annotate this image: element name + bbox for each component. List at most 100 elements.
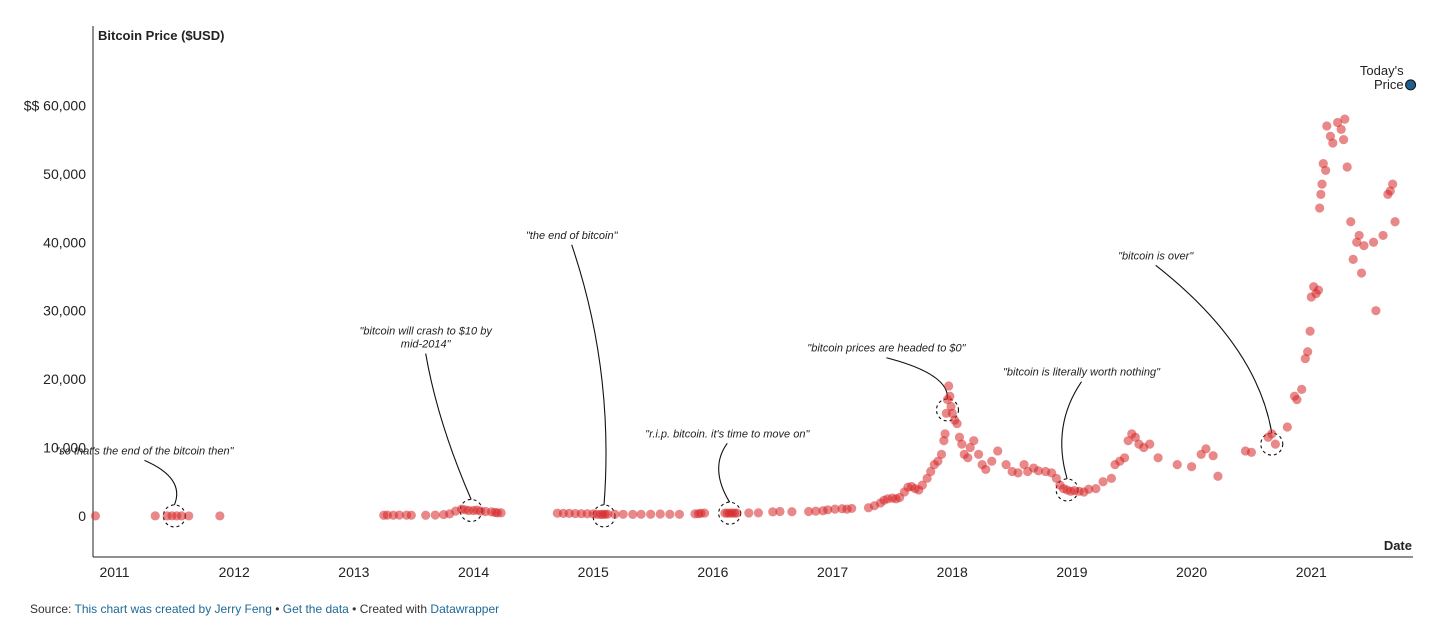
annotation: "bitcoin prices are headed to $0" [807, 343, 967, 422]
price-point [1328, 138, 1338, 148]
price-point [1001, 460, 1011, 470]
price-point [1282, 422, 1292, 432]
price-point [952, 418, 962, 429]
source-prefix: Source: [30, 602, 75, 616]
price-point [1354, 230, 1364, 241]
price-point [1013, 468, 1023, 478]
price-point [922, 473, 932, 483]
price-point [1340, 114, 1350, 124]
price-point [1305, 326, 1315, 336]
price-point [957, 439, 967, 449]
price-point [602, 509, 613, 519]
price-point [1130, 432, 1140, 442]
price-point [1390, 217, 1400, 227]
price-point [1292, 395, 1302, 405]
price-point [1119, 453, 1130, 463]
price-point [1033, 466, 1044, 476]
price-point [1051, 473, 1061, 483]
annotation-highlight-ring [935, 398, 960, 422]
price-point [655, 509, 665, 519]
x-tick-label: 2016 [697, 564, 728, 580]
y-tick-label: $$ 60,000 [24, 97, 86, 113]
price-point [945, 391, 955, 401]
bitcoin-price-chart: Bitcoin Price ($USD) Date 0 10,000 20,000 30,… [24, 26, 1417, 580]
today-label-line2: Price [1374, 77, 1404, 92]
price-point [744, 508, 754, 518]
price-point [1208, 451, 1218, 461]
y-tick-label: 0 [78, 508, 86, 524]
price-point [1201, 444, 1211, 454]
price-point [993, 446, 1003, 456]
price-point [421, 510, 431, 520]
x-tick-label: 2015 [578, 564, 609, 580]
annotation-connector [718, 442, 731, 503]
today-price-point [1405, 79, 1417, 91]
y-tick-label: 10,000 [43, 440, 86, 456]
annotation-connector [1155, 264, 1273, 434]
price-point [1356, 268, 1367, 278]
get-the-data-link[interactable]: Get the data [282, 602, 349, 616]
price-point [1322, 121, 1332, 131]
price-point [150, 511, 160, 521]
price-point [628, 509, 638, 519]
price-point [1019, 460, 1029, 470]
datawrapper-link[interactable]: Datawrapper [430, 602, 500, 616]
y-tick-label: 50,000 [43, 166, 86, 182]
price-point [394, 510, 404, 520]
price-point [1187, 462, 1197, 472]
price-point [969, 436, 979, 446]
price-point [1378, 230, 1388, 241]
x-tick-label: 2011 [99, 564, 129, 580]
y-tick-label: 30,000 [43, 303, 86, 319]
price-point [1315, 203, 1325, 213]
annotation-text: "so that's the end of the bitcoin then" [55, 445, 234, 457]
x-tick-label: 2014 [458, 564, 489, 580]
x-tick-label: 2013 [338, 564, 369, 580]
price-point [1091, 483, 1101, 494]
annotation-connector [886, 357, 949, 399]
price-point [926, 466, 936, 477]
annotation-text: "bitcoin is literally worth nothing" [1003, 367, 1161, 379]
price-point [1359, 241, 1369, 251]
annotation-text: "bitcoin prices are headed to $0" [807, 343, 966, 355]
price-point [847, 503, 857, 514]
price-point [1270, 439, 1280, 449]
price-point [610, 509, 620, 519]
price-point [804, 506, 814, 517]
price-point [1297, 384, 1307, 394]
price-point [1388, 179, 1398, 189]
price-point [823, 505, 833, 515]
price-point [936, 449, 947, 459]
price-point [1316, 189, 1326, 199]
x-tick-label: 2019 [1056, 564, 1087, 580]
price-point [646, 509, 656, 519]
price-point [940, 429, 950, 439]
price-point [933, 456, 943, 466]
price-point [830, 504, 840, 514]
x-tick-label: 2017 [817, 564, 848, 580]
today-label-line1: Today's [1360, 63, 1404, 78]
created-with-text: • Created with [348, 602, 431, 616]
price-point [1106, 473, 1117, 483]
price-point [618, 509, 628, 519]
x-axis-title: Date [1384, 538, 1412, 553]
price-point [215, 511, 225, 521]
price-point [1153, 453, 1163, 463]
price-point [1213, 471, 1223, 481]
price-point [775, 506, 785, 517]
x-tick-label: 2012 [219, 564, 250, 580]
source-link[interactable]: This chart was created by Jerry Feng [74, 602, 272, 616]
price-point [1098, 477, 1108, 487]
annotation-connector [571, 244, 607, 505]
y-tick-label: 40,000 [43, 234, 86, 250]
price-point [1313, 285, 1324, 295]
price-point [981, 464, 991, 475]
annotation-connector [425, 353, 472, 500]
price-point [406, 510, 416, 520]
price-point [1303, 347, 1313, 357]
price-point [811, 506, 821, 516]
price-point [1267, 429, 1277, 439]
footer-separator: • [271, 602, 283, 616]
